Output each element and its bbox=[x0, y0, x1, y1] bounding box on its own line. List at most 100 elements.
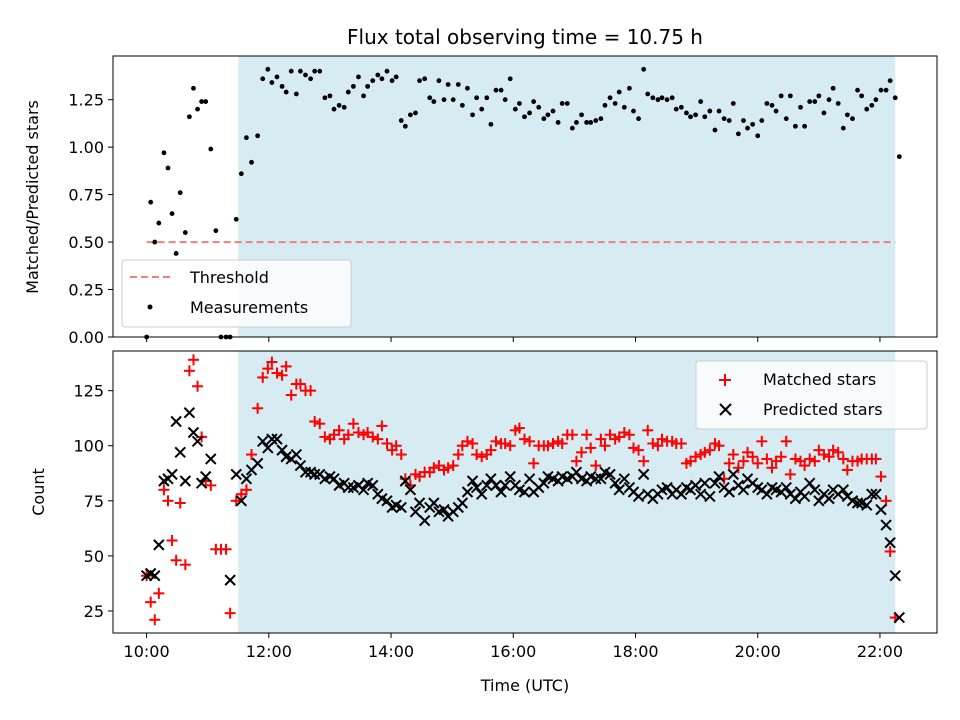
measurement-point bbox=[869, 102, 875, 108]
predicted-star-point bbox=[166, 468, 178, 481]
measurement-point bbox=[238, 171, 244, 177]
measurement-point bbox=[830, 85, 836, 91]
predicted-star-point bbox=[276, 444, 288, 456]
predicted-star-point bbox=[823, 492, 835, 505]
predicted-star-point bbox=[889, 570, 901, 582]
matched-star-point bbox=[576, 446, 588, 458]
matched-star-point bbox=[266, 356, 278, 368]
matched-star-point bbox=[652, 440, 664, 452]
matched-star-point bbox=[485, 444, 497, 456]
predicted-star-point bbox=[195, 477, 208, 489]
matched-star-point bbox=[799, 460, 811, 472]
matched-star-point bbox=[513, 422, 525, 434]
matched-star-point bbox=[809, 455, 821, 467]
matched-star-point bbox=[187, 354, 199, 366]
predicted-star-point bbox=[699, 477, 711, 489]
measurement-point bbox=[522, 114, 527, 120]
matched-star-point bbox=[504, 440, 516, 452]
predicted-star-point bbox=[694, 488, 707, 500]
measurement-point bbox=[559, 101, 565, 106]
matched-star-point bbox=[884, 545, 896, 557]
predicted-star-point bbox=[235, 495, 248, 507]
measurement-point bbox=[602, 102, 608, 108]
bottom-y-tick-label: 75 bbox=[84, 492, 104, 511]
measurement-point bbox=[878, 87, 884, 93]
matched-star-point bbox=[276, 369, 288, 381]
matched-star-point bbox=[246, 449, 258, 461]
measurement-point bbox=[887, 78, 893, 84]
matched-star-point bbox=[490, 435, 502, 447]
measurement-point bbox=[835, 101, 841, 106]
measurement-point bbox=[859, 93, 865, 99]
x-tick-label: 20:00 bbox=[735, 642, 781, 661]
measurement-point bbox=[826, 97, 832, 103]
measurement-point bbox=[669, 95, 675, 101]
bottom-y-tick-label: 100 bbox=[73, 437, 104, 456]
measurement-point bbox=[283, 89, 289, 95]
measurement-point bbox=[726, 118, 732, 123]
predicted-star-point bbox=[780, 481, 792, 494]
measurement-point bbox=[541, 116, 547, 122]
measurement-point bbox=[650, 95, 656, 101]
matched-star-point bbox=[585, 442, 597, 454]
measurement-point bbox=[156, 220, 162, 226]
matched-star-point bbox=[285, 389, 297, 401]
measurement-point bbox=[555, 120, 561, 125]
top-y-tick-label: 0.75 bbox=[68, 186, 104, 205]
measurement-point bbox=[208, 146, 214, 152]
measurement-point bbox=[787, 93, 793, 99]
measurement-point bbox=[793, 123, 798, 129]
bottom-legend: Matched stars Predicted stars bbox=[695, 360, 928, 430]
matched-star-point bbox=[623, 429, 635, 441]
predicted-star-point bbox=[367, 479, 379, 492]
measurement-point bbox=[545, 112, 551, 118]
matched-star-point bbox=[240, 484, 252, 496]
measurement-point bbox=[883, 87, 889, 93]
measurement-point bbox=[631, 108, 636, 114]
matched-star-point bbox=[499, 438, 511, 450]
x-tick-label: 22:00 bbox=[857, 642, 903, 661]
measurement-point bbox=[317, 68, 323, 74]
measurement-point bbox=[441, 97, 447, 103]
predicted-star-point bbox=[789, 492, 802, 505]
matched-star-point bbox=[752, 457, 764, 469]
measurement-point bbox=[195, 106, 200, 112]
matched-star-point bbox=[192, 380, 204, 392]
x-tick-label: 12:00 bbox=[246, 642, 292, 661]
predicted-star-point bbox=[866, 488, 878, 500]
matched-star-point bbox=[547, 438, 559, 450]
matched-star-point bbox=[756, 435, 768, 447]
legend-predicted-swatch bbox=[719, 403, 732, 416]
matched-star-point bbox=[149, 614, 161, 626]
predicted-star-point bbox=[399, 475, 412, 487]
measurement-point bbox=[474, 95, 480, 101]
predicted-star-point bbox=[880, 519, 892, 531]
matched-star-point bbox=[220, 543, 232, 555]
measurement-point bbox=[896, 154, 902, 160]
predicted-star-point bbox=[191, 435, 204, 448]
measurement-point bbox=[375, 72, 381, 78]
measurement-point bbox=[298, 68, 303, 74]
top-y-tick-label: 0.00 bbox=[68, 328, 104, 347]
predicted-star-point bbox=[495, 486, 507, 498]
matched-star-point bbox=[376, 420, 388, 432]
matched-star-point bbox=[556, 438, 568, 450]
measurement-point bbox=[798, 104, 803, 110]
matched-star-point bbox=[690, 451, 702, 463]
bottom-y-tick-label: 125 bbox=[73, 382, 104, 401]
measurement-point bbox=[616, 89, 622, 95]
measurement-point bbox=[445, 82, 451, 87]
measurement-point bbox=[431, 99, 437, 104]
predicted-star-point bbox=[727, 468, 739, 481]
predicted-star-point bbox=[438, 503, 450, 516]
predicted-star-point bbox=[230, 468, 242, 481]
predicted-star-point bbox=[179, 475, 192, 487]
predicted-star-point bbox=[704, 490, 716, 503]
measurement-point bbox=[484, 95, 490, 101]
measurement-point bbox=[479, 106, 485, 112]
x-axis-label: Time (UTC) bbox=[480, 676, 569, 695]
measurement-point bbox=[712, 127, 718, 133]
measurement-point bbox=[855, 87, 860, 93]
measurement-point bbox=[293, 91, 299, 97]
